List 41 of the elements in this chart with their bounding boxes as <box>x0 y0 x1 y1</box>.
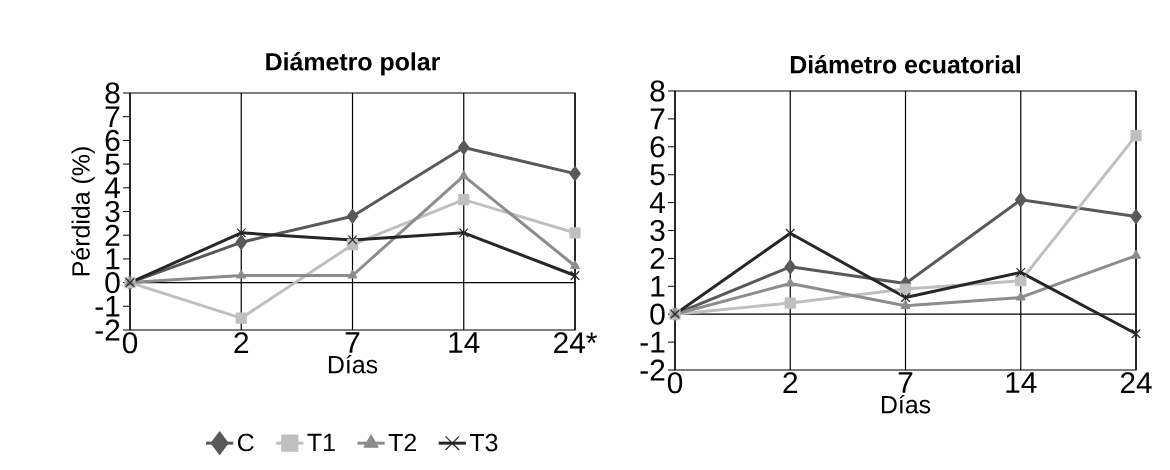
legend-label: T3 <box>469 433 498 452</box>
y-tick-label: -1 <box>95 296 120 317</box>
y-tick-label: 2 <box>650 247 665 269</box>
y-tick-label: 2 <box>105 224 120 246</box>
x-tick-label: 14 <box>1006 372 1037 393</box>
x-tick-label: 7 <box>898 372 913 393</box>
y-tick-label: 8 <box>650 80 665 102</box>
y-tick-label: 8 <box>105 82 120 104</box>
y-tick-label: 5 <box>650 164 665 186</box>
y-tick-label: 0 <box>105 272 120 294</box>
chart-title: Diámetro polar <box>266 52 440 76</box>
x-tick-label: 2 <box>783 372 798 394</box>
y-tick-label: 6 <box>650 136 665 158</box>
y-tick-label: 0 <box>650 303 665 325</box>
x-axis-title: Días <box>328 354 378 374</box>
y-tick-label: 1 <box>106 248 120 270</box>
x-tick-label: 2 <box>234 332 249 354</box>
legend-label: T2 <box>388 433 416 452</box>
y-tick-label: -2 <box>95 319 120 341</box>
x-tick-label: 24 <box>1120 372 1152 394</box>
y-tick-label: 3 <box>105 200 120 223</box>
y-tick-label: -2 <box>640 359 665 381</box>
y-tick-label: 1 <box>651 276 665 297</box>
chart-title: Diámetro ecuatorial <box>790 54 1020 74</box>
x-tick-label: 24* <box>554 332 597 354</box>
y-tick-label: 7 <box>105 106 120 127</box>
x-tick-label: 0 <box>122 332 138 354</box>
y-tick-label: 4 <box>649 192 665 213</box>
y-tick-label: 3 <box>650 219 665 242</box>
x-tick-label: 14 <box>449 332 480 353</box>
x-tick-label: 7 <box>345 332 360 353</box>
x-axis-title: Días <box>881 394 931 414</box>
y-tick-label: 4 <box>104 177 120 199</box>
x-tick-label: 0 <box>667 372 683 394</box>
y-tick-label: 6 <box>105 129 120 151</box>
y-tick-label: 7 <box>650 108 665 130</box>
y-axis-title: Pérdida (%) <box>71 147 95 276</box>
legend-label: C <box>238 433 254 452</box>
y-tick-label: 5 <box>105 153 120 175</box>
legend-label: T1 <box>307 433 335 451</box>
y-tick-label: -1 <box>640 331 665 353</box>
